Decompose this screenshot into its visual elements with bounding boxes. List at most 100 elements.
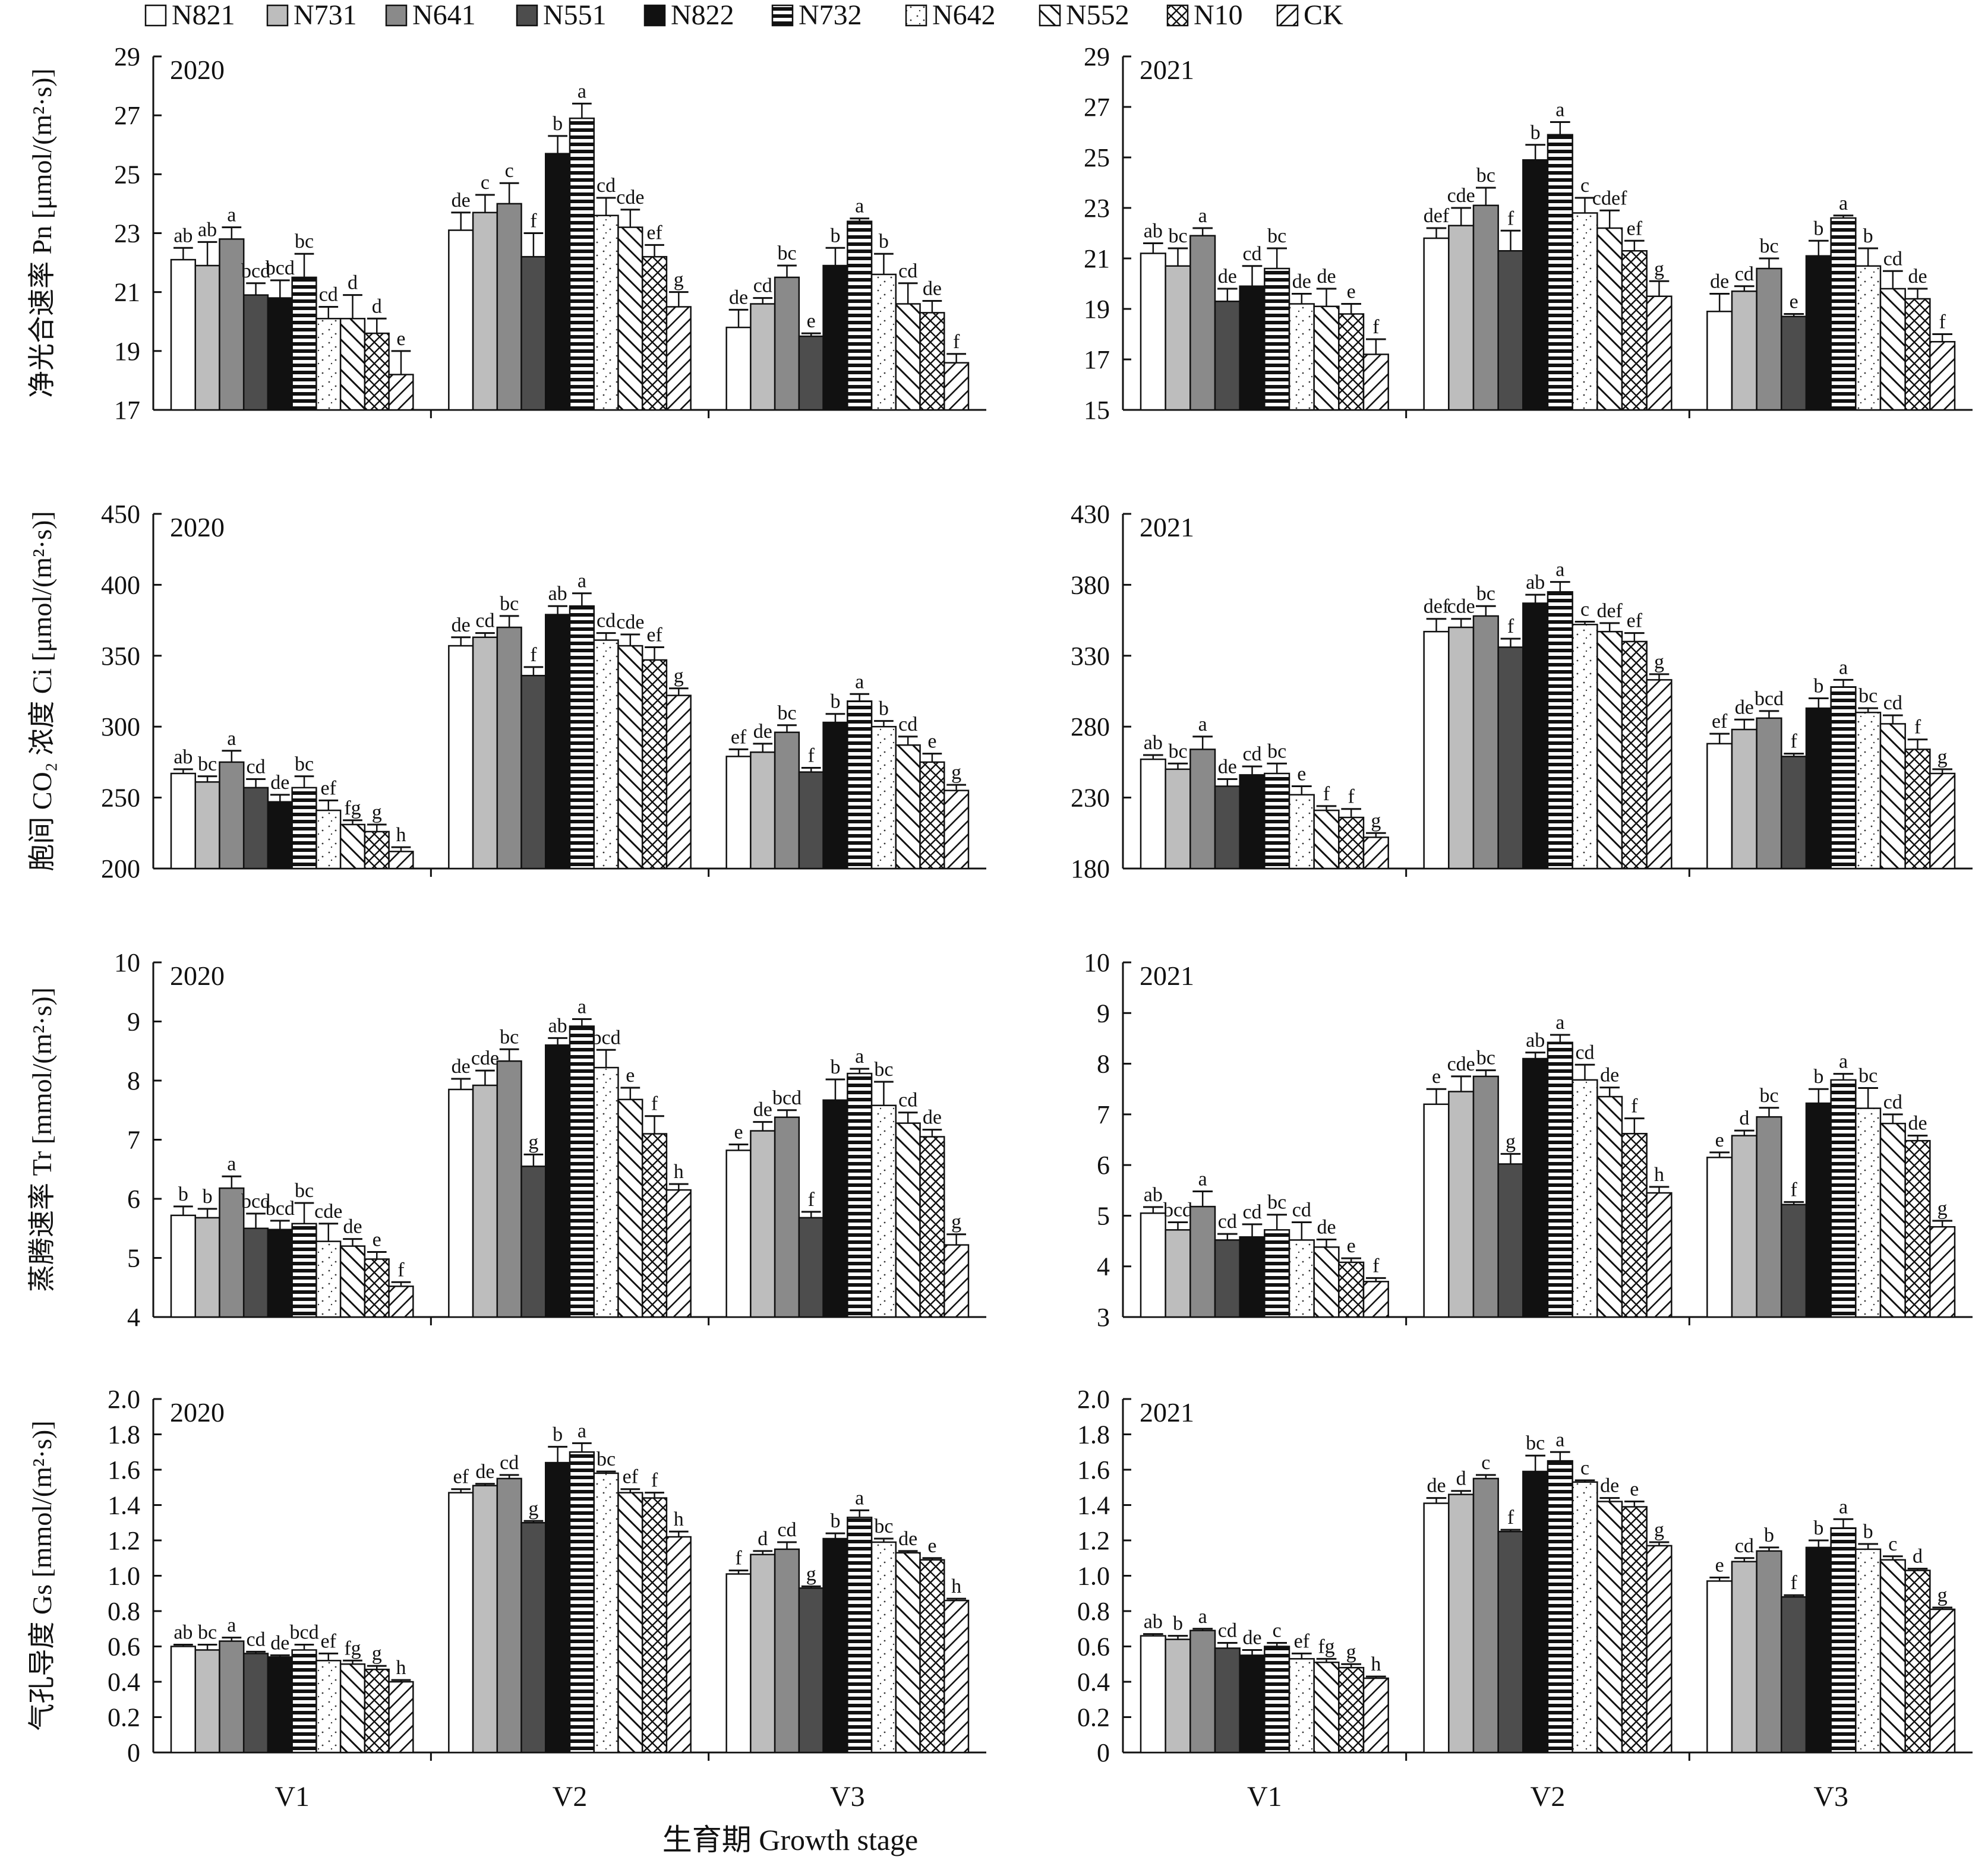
bar-v1-n551	[1214, 1239, 1241, 1318]
significance-letter: cd	[1242, 243, 1261, 265]
significance-letter: cde	[1447, 596, 1475, 618]
legend-swatch-n732	[771, 4, 794, 27]
bar-v2-ck	[665, 306, 692, 411]
significance-letter: de	[1735, 696, 1754, 718]
bar-v3-n641	[1756, 1116, 1782, 1318]
y-axis-title: 气孔导度 Gs [mmol/(m²·s)]	[27, 1420, 57, 1730]
bar-v3-n822	[822, 264, 848, 411]
bar-v3-n551	[1781, 1596, 1807, 1754]
bar-v1-n821	[170, 772, 196, 870]
legend-label-ck: CK	[1304, 0, 1343, 31]
bar-v3-n551	[1781, 315, 1807, 411]
significance-letter: de	[1600, 1475, 1619, 1497]
significance-letter: g	[951, 762, 961, 784]
y-tick-label: 6	[1097, 1151, 1110, 1180]
significance-letter: h	[951, 1575, 961, 1597]
bar-v3-ck	[1929, 1608, 1956, 1754]
bar-v2-n552	[617, 645, 643, 870]
significance-letter: c	[1888, 1533, 1897, 1555]
significance-letter: f	[1631, 1095, 1638, 1117]
bar-v1-n10	[1338, 816, 1365, 870]
y-tick-label: 1.2	[108, 1526, 140, 1555]
y-tick-label: 1.8	[108, 1420, 140, 1450]
significance-letter: f	[808, 744, 815, 766]
bar-v3-n821	[1706, 743, 1733, 870]
bar-v1-n641	[1189, 1205, 1216, 1318]
bar-v3-n642	[1855, 1107, 1882, 1318]
significance-letter: bc	[1759, 235, 1778, 257]
significance-letter: def	[1424, 205, 1450, 227]
significance-letter: g	[1654, 1519, 1664, 1541]
significance-letter: g	[1937, 1198, 1948, 1220]
significance-letter: a	[1555, 1012, 1564, 1034]
bar-v2-n552	[1596, 630, 1623, 870]
bar-v1-ck	[388, 1681, 414, 1754]
bar-v2-n822	[545, 1044, 571, 1318]
significance-letter: de	[270, 772, 289, 794]
y-tick-label: 2.0	[108, 1385, 140, 1414]
y-tick-label: 330	[1071, 642, 1110, 671]
significance-letter: ef	[1627, 610, 1643, 632]
bar-v1-n821	[1140, 1212, 1166, 1318]
bar-v3-n731	[1731, 728, 1757, 870]
bar-v1-n641	[219, 1187, 245, 1318]
bar-v3-n732	[847, 1072, 873, 1318]
bar-v2-n10	[1621, 640, 1648, 870]
bar-v1-n10	[364, 830, 390, 870]
significance-letter: de	[923, 1107, 942, 1129]
significance-letter: a	[1839, 656, 1848, 678]
bar-v3-n551	[1781, 756, 1807, 870]
significance-letter: g	[528, 1131, 538, 1153]
y-tick-label: 380	[1071, 570, 1110, 599]
y-tick-label: 0.8	[1077, 1597, 1110, 1626]
bar-v2-n732	[1547, 1041, 1573, 1318]
bar-v2-ck	[1646, 679, 1673, 870]
significance-letter: cde	[1447, 1053, 1475, 1075]
significance-letter: cd	[1218, 1620, 1237, 1642]
bar-v1-n641	[1189, 1630, 1216, 1754]
bar-v2-n642	[593, 1066, 619, 1318]
y-tick-label: 23	[1084, 194, 1110, 223]
significance-letter: ab	[1144, 1184, 1163, 1206]
y-tick-label: 250	[101, 784, 140, 813]
significance-letter: cd	[247, 756, 266, 778]
bar-v2-n641	[496, 1060, 522, 1318]
significance-letter: ef	[1294, 1630, 1310, 1652]
y-tick-label: 0.2	[108, 1703, 140, 1732]
significance-letter: bc	[500, 1026, 519, 1048]
significance-letter: h	[674, 1161, 684, 1183]
y-tick-label: 230	[1071, 784, 1110, 813]
significance-letter: g	[951, 1211, 961, 1233]
bar-v1-n552	[1313, 809, 1340, 870]
bar-v2-n552	[1596, 1501, 1623, 1754]
bar-v3-n821	[1706, 311, 1733, 411]
bar-v2-n551	[520, 674, 547, 870]
significance-letter: f	[1791, 731, 1798, 753]
significance-letter: e	[1347, 1235, 1356, 1257]
significance-letter: e	[1715, 1554, 1724, 1576]
bar-v2-n552	[617, 226, 643, 411]
bar-v3-n552	[1879, 723, 1906, 870]
significance-letter: de	[898, 1528, 917, 1550]
bar-v2-ck	[1646, 295, 1673, 411]
bar-v3-n551	[798, 1587, 824, 1754]
significance-letter: d	[1739, 1107, 1749, 1129]
bar-v3-n731	[750, 303, 776, 411]
bar-v1-n551	[1214, 1647, 1241, 1754]
bar-v3-n552	[895, 1552, 921, 1754]
significance-letter: g	[1506, 1130, 1516, 1152]
significance-letter: a	[227, 728, 236, 750]
bar-v1-n551	[1214, 785, 1241, 870]
y-tick-label: 29	[1084, 42, 1110, 71]
panel-year-label: 2021	[1140, 961, 1194, 991]
significance-letter: bc	[1267, 1192, 1286, 1214]
y-axis-title: 净光合速率 Pn [μmol/(m²·s)]	[27, 68, 57, 398]
significance-letter: h	[396, 824, 406, 846]
y-tick-label: 0	[127, 1738, 140, 1767]
significance-letter: e	[626, 1065, 635, 1087]
bar-v2-n731	[472, 1485, 498, 1754]
x-category-label-v2: V2	[553, 1781, 588, 1812]
significance-letter: cd	[1883, 248, 1902, 270]
significance-letter: de	[1218, 266, 1237, 288]
y-tick-label: 9	[127, 1008, 140, 1037]
